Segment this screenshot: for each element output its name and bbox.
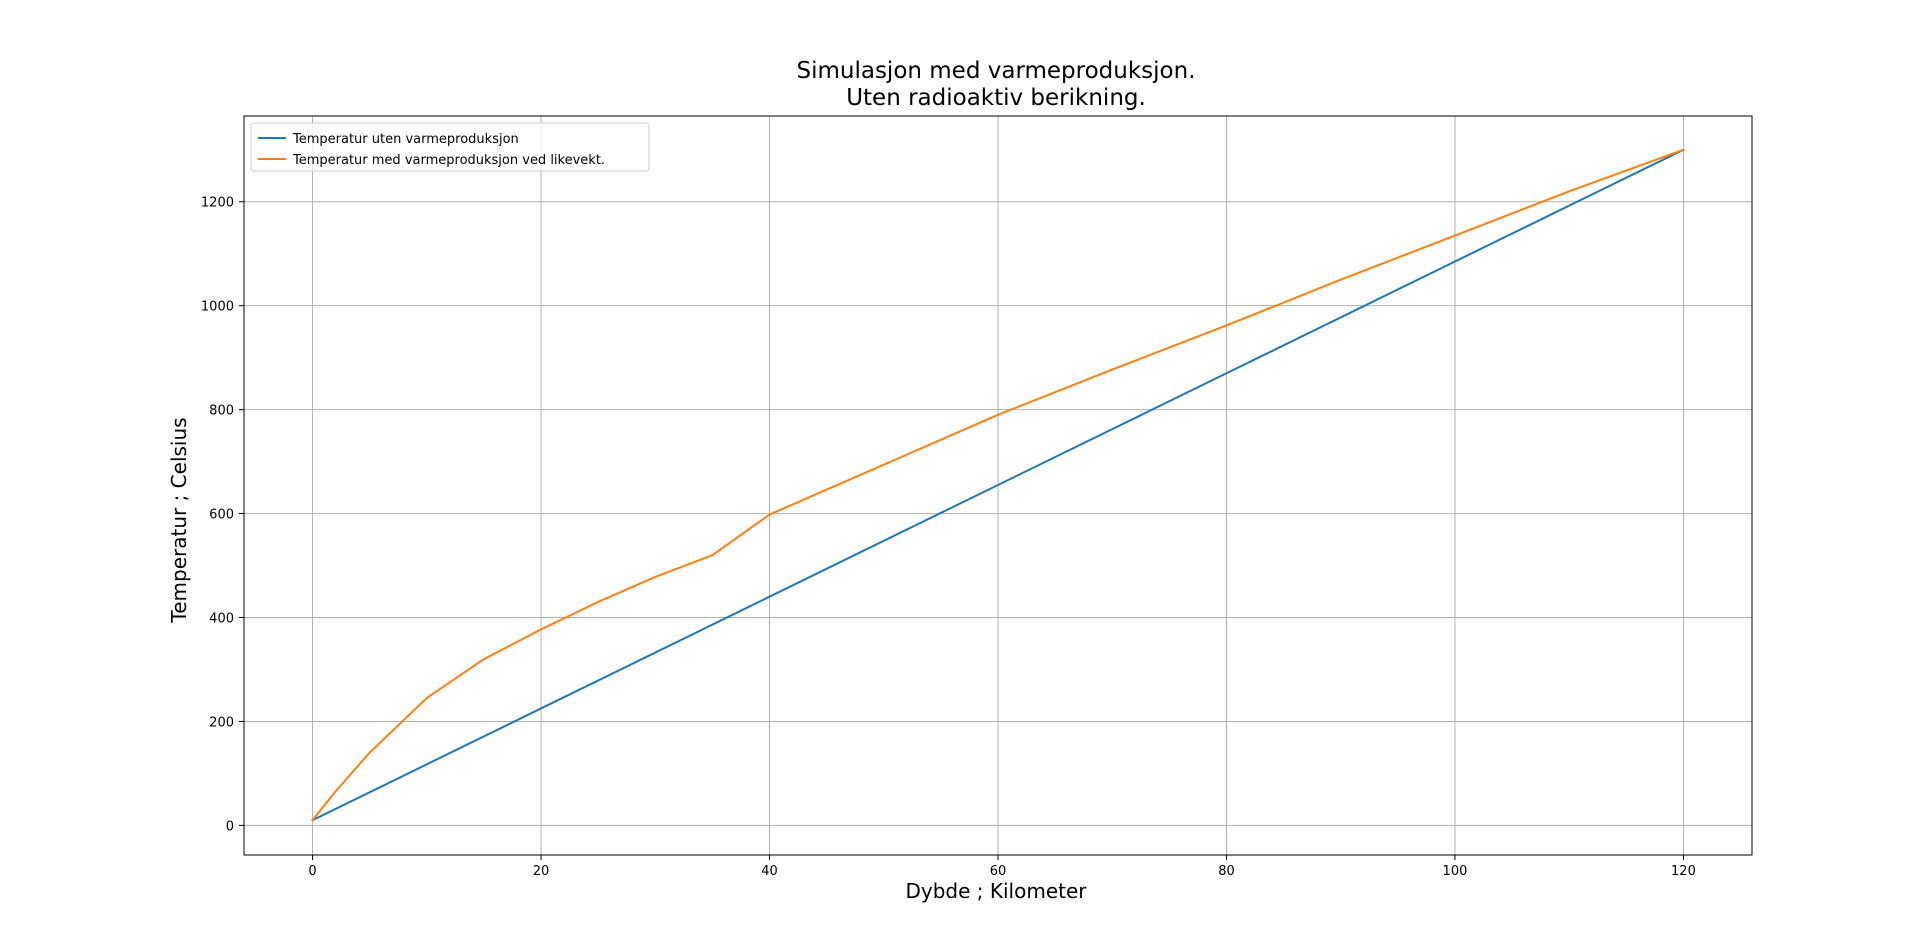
legend-entry-2: Temperatur med varmeproduksjon ved likev… (292, 153, 605, 168)
series-line-1 (311, 148, 1685, 822)
y-tick-label: 0 (226, 819, 234, 834)
x-tick-label: 100 (1443, 864, 1468, 879)
chart-title: Simulasjon med varmeproduksjon. (796, 58, 1195, 84)
legend-box (250, 122, 650, 172)
x-tick-label: 120 (1671, 864, 1696, 879)
y-tick-label: 200 (209, 715, 234, 730)
x-tick-label: 40 (761, 864, 778, 879)
y-tick-label: 600 (209, 508, 234, 523)
series-line-2 (311, 148, 1685, 822)
y-tick-label: 800 (209, 404, 234, 419)
y-tick-label: 1200 (201, 196, 234, 211)
x-tick-label: 0 (308, 864, 316, 879)
x-axis-label: Dybde ; Kilometer (905, 879, 1087, 903)
y-axis-label: Temperatur ; Celsius (167, 417, 191, 623)
legend-entry-1: Temperatur uten varmeproduksjon (292, 132, 519, 147)
x-tick-label: 20 (533, 864, 550, 879)
x-tick-label: 60 (990, 864, 1007, 879)
x-tick-label: 80 (1218, 864, 1235, 879)
chart-subtitle: Uten radioaktiv berikning. (846, 85, 1146, 111)
y-tick-label: 1000 (201, 300, 234, 315)
plot-area: 0 20 40 60 80 100 120020040060080010001200Temp… (201, 115, 1753, 879)
y-tick-label: 400 (209, 612, 234, 627)
